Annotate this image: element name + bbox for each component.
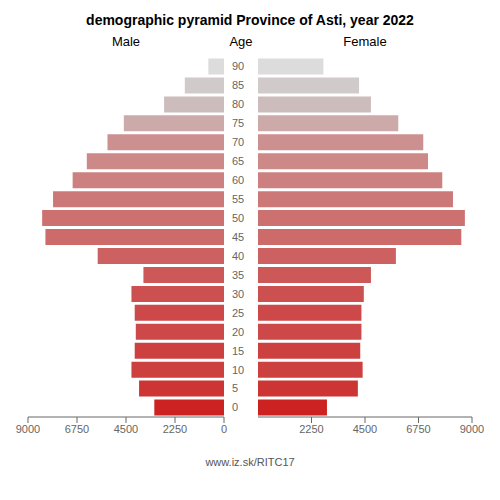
svg-text:40: 40 <box>232 250 244 262</box>
svg-text:20: 20 <box>232 326 244 338</box>
html-text:Female: Female <box>343 34 387 49</box>
svg-text:30: 30 <box>232 288 244 300</box>
svg-text:0: 0 <box>221 423 227 435</box>
svg-text:35: 35 <box>232 269 244 281</box>
svg-text:50: 50 <box>232 212 244 224</box>
svg-text:65: 65 <box>232 155 244 167</box>
svg-text:5: 5 <box>232 382 238 394</box>
svg-text:2250: 2250 <box>299 423 323 435</box>
svg-text:75: 75 <box>232 117 244 129</box>
svg-text:85: 85 <box>232 79 244 91</box>
svg-text:90: 90 <box>232 60 244 72</box>
svg-text:10: 10 <box>232 364 244 376</box>
svg-text:4500: 4500 <box>353 423 377 435</box>
svg-text:2250: 2250 <box>163 423 187 435</box>
svg-text:55: 55 <box>232 193 244 205</box>
svg-text:6750: 6750 <box>406 423 430 435</box>
html-text:demographic pyramid Province o: demographic pyramid Province of Asti, ye… <box>86 12 414 28</box>
svg-text:9000: 9000 <box>16 423 40 435</box>
svg-text:45: 45 <box>232 231 244 243</box>
svg-text:25: 25 <box>232 307 244 319</box>
svg-text:15: 15 <box>232 345 244 357</box>
html-text:www.iz.sk/RITC17: www.iz.sk/RITC17 <box>205 456 295 468</box>
svg-text:9000: 9000 <box>460 423 484 435</box>
svg-text:80: 80 <box>232 98 244 110</box>
svg-text:6750: 6750 <box>65 423 89 435</box>
html-text:Male: Male <box>111 34 141 49</box>
html-text:Age: Age <box>229 34 253 49</box>
svg-text:70: 70 <box>232 136 244 148</box>
svg-text:0: 0 <box>232 401 238 413</box>
svg-text:60: 60 <box>232 174 244 186</box>
svg-text:4500: 4500 <box>114 423 138 435</box>
